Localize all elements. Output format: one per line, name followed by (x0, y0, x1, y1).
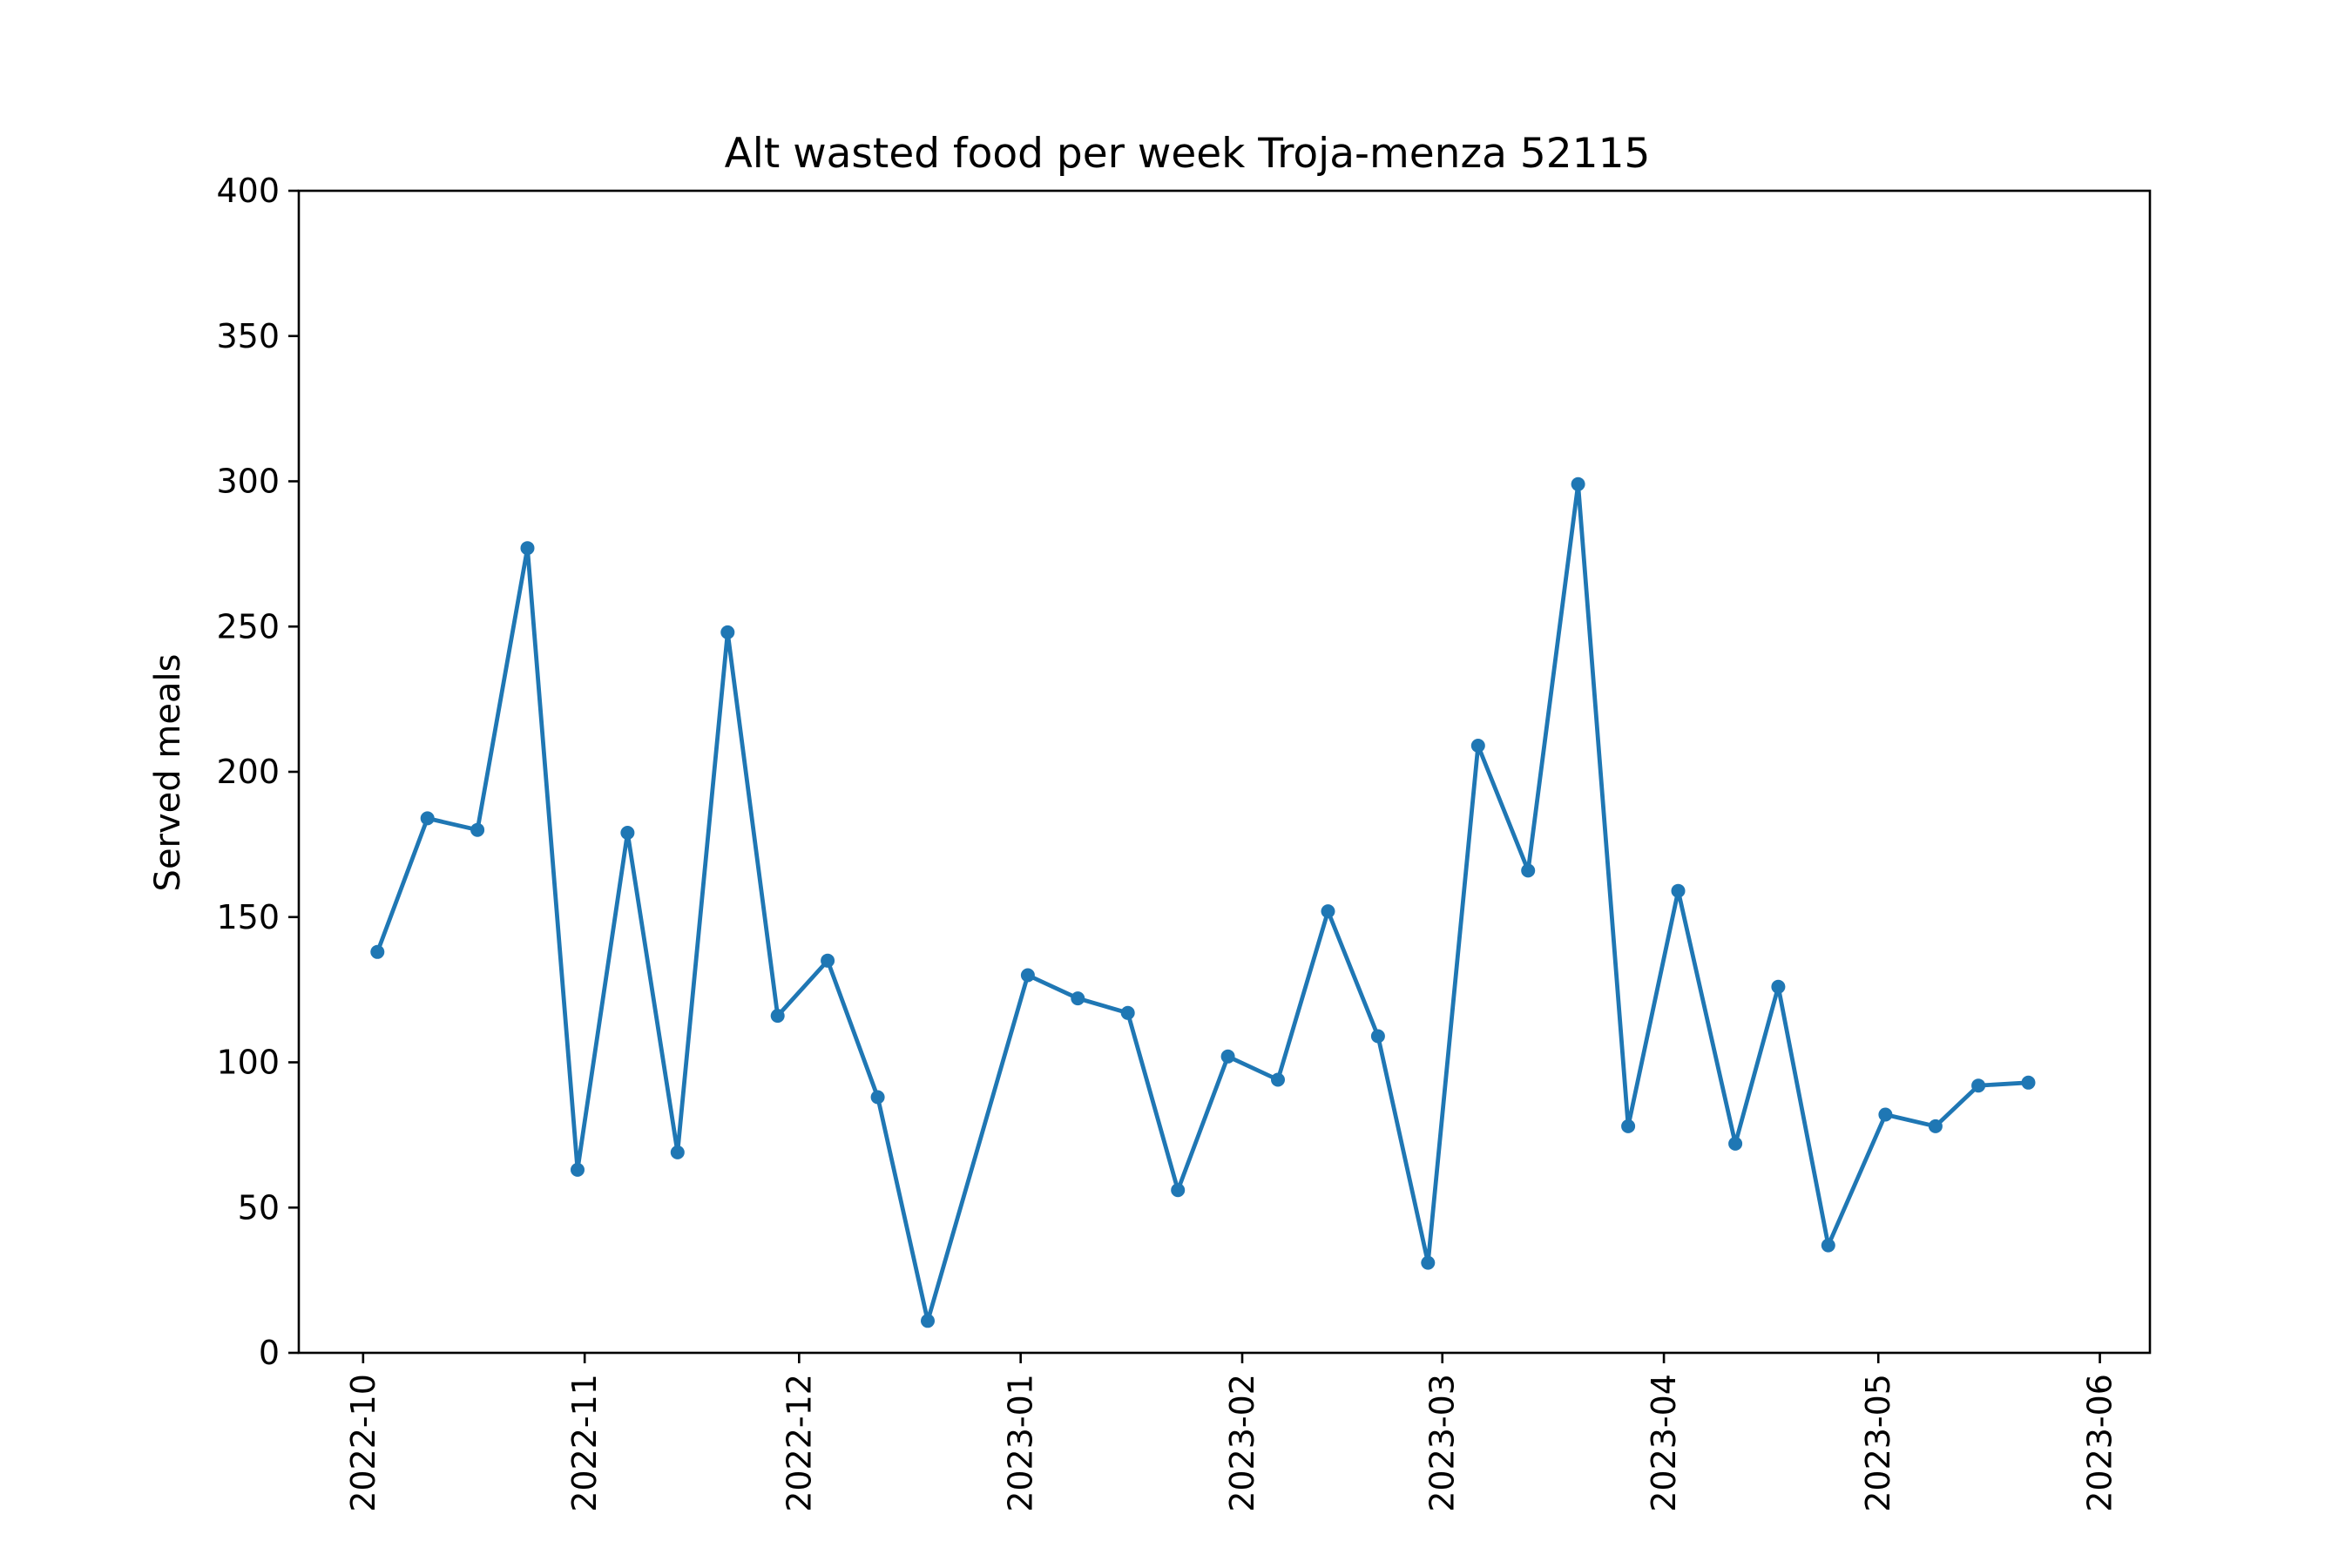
chart-title: Alt wasted food per week Troja-menza 521… (725, 130, 1651, 178)
data-point (420, 811, 435, 826)
plot-area (370, 476, 2036, 1328)
y-tick-label: 400 (216, 172, 280, 210)
data-point (571, 1162, 585, 1177)
data-point (470, 822, 485, 837)
y-tick-label: 0 (259, 1334, 280, 1372)
data-point (1321, 904, 1335, 919)
series-line (375, 482, 2029, 1323)
plot-frame (297, 189, 2152, 1355)
data-point (1470, 739, 1485, 753)
y-tick-label: 150 (216, 898, 280, 936)
data-point (1370, 1029, 1385, 1044)
x-tick-label: 2022-12 (780, 1374, 818, 1512)
x-tick-label: 2023-03 (1423, 1374, 1462, 1512)
data-point (720, 625, 735, 639)
data-point (1571, 476, 1585, 491)
data-point (870, 1090, 885, 1105)
x-tick-label: 2022-10 (344, 1374, 382, 1512)
y-axis: 0 50 100 150 200 250 300 350 400 (216, 172, 299, 1372)
y-tick-label: 300 (216, 463, 280, 501)
data-point (1771, 979, 1786, 994)
data-point (1928, 1119, 1943, 1133)
data-point (1220, 1049, 1235, 1064)
y-tick-label: 50 (238, 1188, 280, 1227)
data-point (1171, 1183, 1186, 1198)
data-point (1120, 1005, 1135, 1020)
data-point (1521, 863, 1536, 878)
data-point (821, 953, 835, 968)
x-axis: 2022-10 2022-11 2022-12 2023-01 2023-02 2023-… (344, 1353, 2119, 1512)
y-tick-label: 350 (216, 317, 280, 355)
data-point (1728, 1136, 1743, 1151)
y-axis-label: Served meals (148, 654, 188, 892)
x-tick-label: 2023-02 (1223, 1374, 1261, 1512)
data-point (370, 944, 385, 959)
data-point (1071, 991, 1085, 1006)
x-tick-label: 2023-06 (2081, 1374, 2119, 1512)
data-point (1971, 1078, 1986, 1093)
y-tick-label: 100 (216, 1044, 280, 1082)
data-point (620, 826, 635, 840)
x-tick-label: 2022-11 (565, 1374, 604, 1512)
data-point (921, 1314, 935, 1328)
data-point (1621, 1119, 1636, 1133)
data-point (770, 1009, 785, 1024)
data-point (1271, 1072, 1285, 1087)
data-point (1671, 883, 1686, 898)
data-point (1821, 1238, 1835, 1253)
x-tick-label: 2023-04 (1645, 1374, 1683, 1512)
data-point (1020, 968, 1035, 983)
y-tick-label: 250 (216, 607, 280, 645)
x-tick-label: 2023-01 (1002, 1374, 1040, 1512)
data-point (1878, 1107, 1893, 1122)
y-tick-label: 200 (216, 753, 280, 791)
data-point (1421, 1255, 1436, 1270)
data-point (520, 541, 535, 556)
x-tick-label: 2023-05 (1859, 1374, 1897, 1512)
data-point (2021, 1075, 2036, 1090)
data-point (670, 1145, 685, 1159)
